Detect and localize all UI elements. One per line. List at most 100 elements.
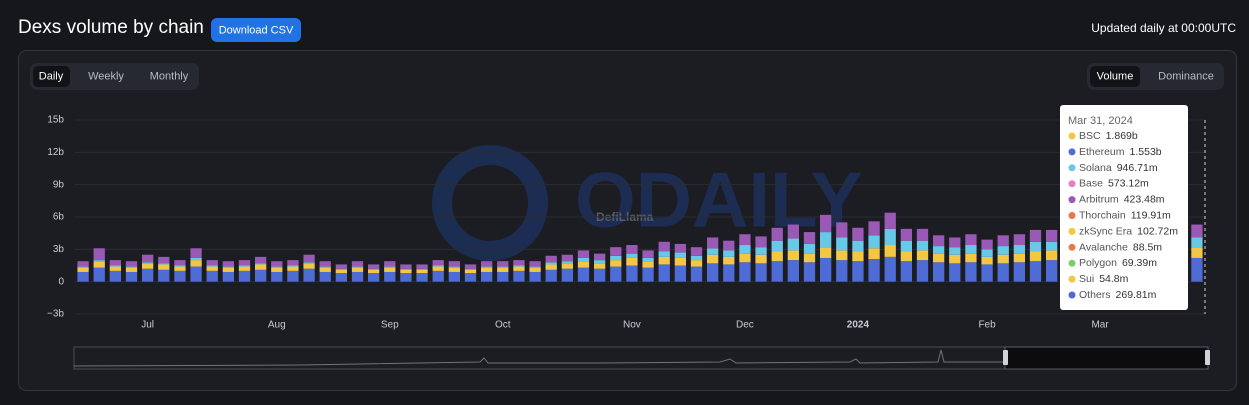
bar-segment <box>561 263 574 269</box>
bar-segment <box>949 247 961 255</box>
series-name: Base <box>1079 177 1103 189</box>
bar-segment <box>1191 237 1203 248</box>
bar-segment <box>900 240 913 252</box>
bar-segment <box>965 234 977 246</box>
x-tick-label: Nov <box>623 320 641 331</box>
bar-segment <box>561 261 574 264</box>
bar-segment <box>674 257 687 266</box>
bar-segment <box>287 265 299 267</box>
bar-segment <box>93 248 105 261</box>
bar-segment <box>884 212 896 229</box>
bar-segment <box>93 267 105 282</box>
bar-segment <box>335 273 348 282</box>
series-name: Polygon <box>1079 257 1117 269</box>
update-note: Updated daily at 00:00UTC <box>1091 21 1236 35</box>
active-tab <box>33 66 70 87</box>
brush-handle[interactable] <box>1003 350 1008 365</box>
bar-segment <box>254 264 267 270</box>
bar-segment <box>932 262 945 282</box>
bar-segment <box>190 257 202 261</box>
bar-segment <box>1029 251 1042 262</box>
bar-segment <box>755 236 767 248</box>
bar-segment <box>610 266 622 282</box>
tab[interactable]: Dominance <box>1158 70 1214 82</box>
bar-segment <box>303 254 315 263</box>
bar-segment <box>1029 229 1042 242</box>
bar-segment <box>529 261 541 267</box>
bar-segment <box>158 263 170 265</box>
bar-segment <box>545 255 557 263</box>
tab[interactable]: Volume <box>1097 70 1134 82</box>
y-tick-label: −3b <box>47 309 64 320</box>
tooltip-dot <box>1068 164 1076 172</box>
series-value: 1.869b <box>1106 130 1138 142</box>
bar-segment <box>206 265 218 267</box>
bar-segment <box>1045 250 1058 261</box>
bar-segment <box>141 263 154 269</box>
bar-segment <box>868 235 880 249</box>
tooltip-row: Avalanche 88.5m <box>1079 241 1162 253</box>
download-label[interactable]: Download CSV <box>219 24 294 36</box>
bar-segment <box>852 240 864 252</box>
bar-segment <box>1013 234 1026 246</box>
tooltip-dot <box>1068 196 1076 204</box>
tooltip-dot <box>1068 148 1076 156</box>
bar-segment <box>658 241 670 252</box>
bar-segment <box>706 237 719 249</box>
bar-segment <box>1013 262 1026 282</box>
bar-segment <box>416 268 428 270</box>
bar-segment <box>545 262 557 265</box>
bar-segment <box>125 266 138 268</box>
tab[interactable]: Weekly <box>88 70 124 82</box>
series-name: Arbitrum <box>1079 193 1119 205</box>
bar-segment <box>755 254 767 264</box>
bar-segment <box>351 266 364 268</box>
bar-segment <box>497 266 509 268</box>
bar-segment <box>706 263 719 282</box>
tooltip-row: Sui 54.8m <box>1079 273 1129 285</box>
bar-segment <box>755 247 767 255</box>
bar-segment <box>690 255 703 261</box>
bar-segment <box>803 243 816 254</box>
tooltip-dot <box>1068 132 1076 140</box>
bar-segment <box>755 263 767 282</box>
bar-segment <box>513 265 525 267</box>
bar-segment <box>480 266 493 268</box>
series-value: 54.8m <box>1099 273 1128 285</box>
bar-segment <box>367 264 380 269</box>
bar-segment <box>93 260 105 262</box>
download-button[interactable] <box>211 18 301 42</box>
tab[interactable]: Daily <box>39 70 64 82</box>
bar-segment <box>965 253 977 263</box>
bar-segment <box>836 260 848 282</box>
bar-segment <box>997 235 1009 247</box>
bar-segment <box>932 253 945 263</box>
tooltip-dot <box>1068 180 1076 188</box>
tooltip-dot <box>1068 259 1076 267</box>
bar-segment <box>593 263 606 269</box>
bar-segment <box>626 245 638 254</box>
brush-handle[interactable] <box>1205 350 1210 365</box>
chart-panel <box>18 50 1237 391</box>
bar-segment <box>868 248 880 260</box>
bar-segment <box>658 264 670 282</box>
bar-segment <box>997 263 1009 282</box>
bar-segment <box>480 271 493 282</box>
bar-segment <box>319 266 331 268</box>
tab[interactable]: Monthly <box>150 70 189 82</box>
bar-segment <box>497 267 509 272</box>
bar-segment <box>464 264 477 269</box>
bar-segment <box>626 253 638 258</box>
bar-segment <box>723 240 735 251</box>
series-value: 69.39m <box>1122 257 1157 269</box>
bar-segment <box>529 267 541 272</box>
bar-segment <box>642 261 654 268</box>
bar-segment <box>222 271 235 282</box>
bar-segment <box>739 234 751 246</box>
bar-segment <box>416 273 428 282</box>
bar-segment <box>658 251 670 257</box>
y-tick-label: 9b <box>53 179 65 190</box>
brush-selection[interactable] <box>1004 346 1209 370</box>
watermark-text: ODAILY <box>575 156 863 244</box>
